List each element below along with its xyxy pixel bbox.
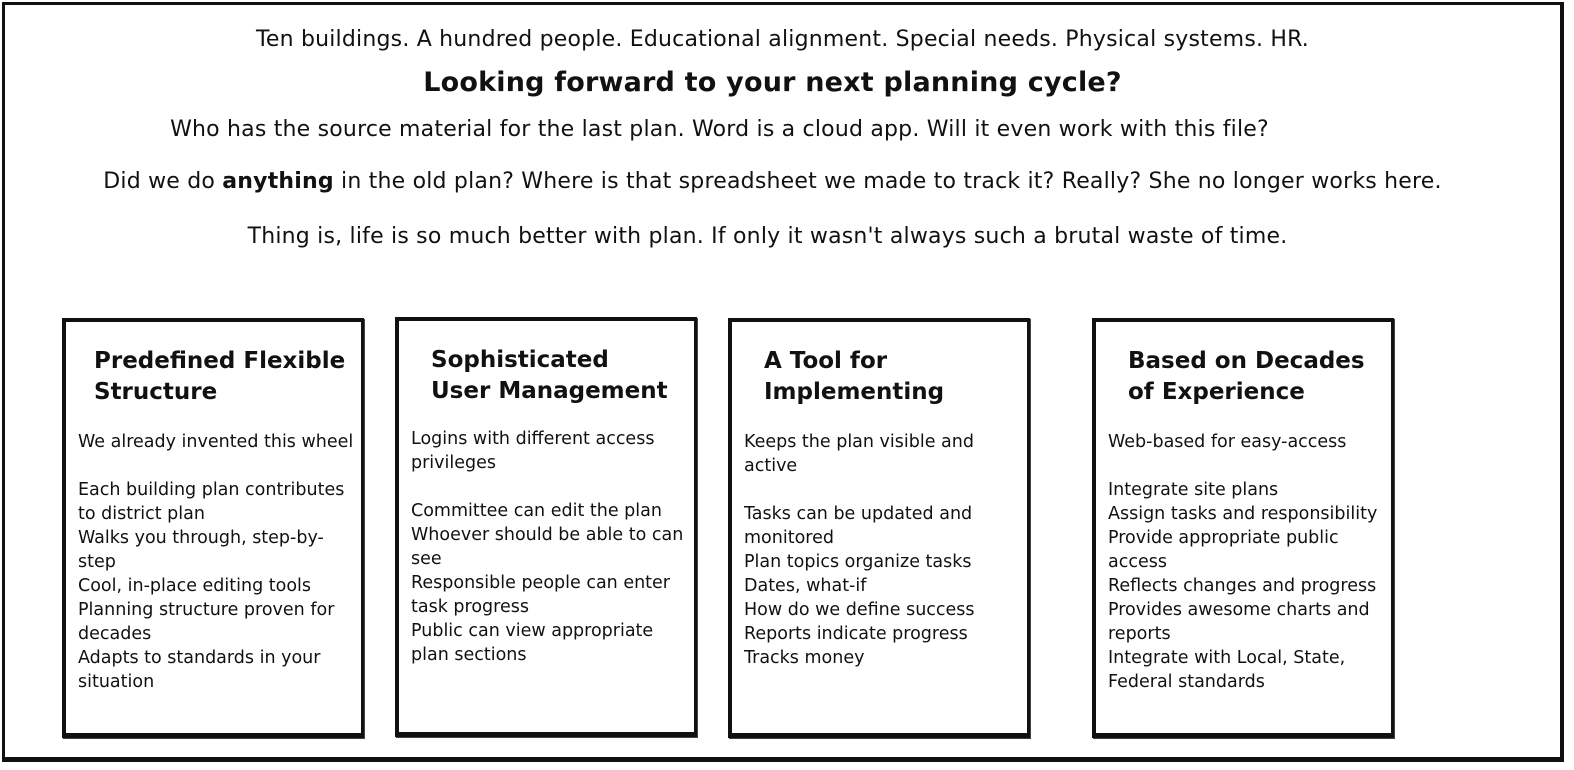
question-source-material: Who has the source material for the last…	[170, 117, 1269, 142]
feature-card-structure: Predefined Flexible Structure We already…	[62, 318, 364, 738]
tagline: Ten buildings. A hundred people. Educati…	[255, 27, 1310, 52]
headline: Looking forward to your next planning cy…	[423, 67, 1122, 98]
feature-card-body: Keeps the plan visible and active Tasks …	[744, 432, 975, 668]
feature-card-user-management: Sophisticated User Management Logins wit…	[395, 317, 697, 737]
question-old-plan-end: in the old plan? Where is that spreadshe…	[333, 169, 1442, 194]
question-old-plan: Did we do anything in the old plan? Wher…	[0, 169, 1550, 194]
feature-card-body: We already invented this wheel Each buil…	[78, 432, 354, 692]
feature-card-title: Sophisticated User Management	[431, 347, 668, 404]
feature-card-title: Based on Decades of Experience	[1128, 348, 1365, 405]
feature-card-title: Predefined Flexible Structure	[94, 348, 346, 405]
feature-card-title: A Tool for Implementing	[764, 348, 945, 405]
feature-card-body: Web-based for easy-access Integrate site…	[1108, 432, 1378, 692]
feature-card-implementing: A Tool for Implementing Keeps the plan v…	[728, 318, 1030, 738]
feature-card-body: Logins with different access privileges …	[411, 429, 684, 665]
feature-card-experience: Based on Decades of Experience Web-based…	[1092, 318, 1394, 738]
closing-statement: Thing is, life is so much better with pl…	[247, 224, 1288, 249]
question-old-plan-start: Did we do	[103, 169, 223, 194]
question-old-plan-emphasis: anything	[222, 169, 334, 194]
